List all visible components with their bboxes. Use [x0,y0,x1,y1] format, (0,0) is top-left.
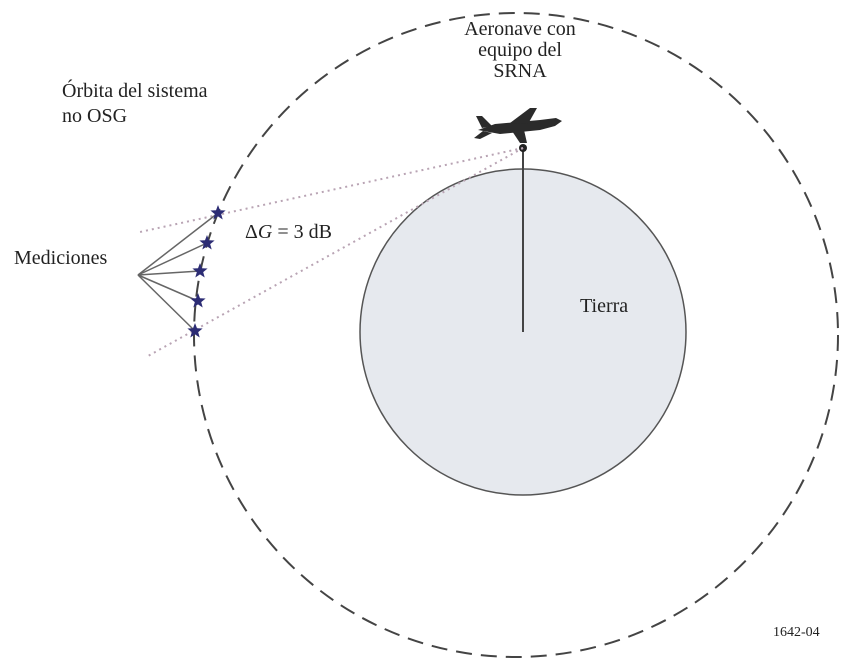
aircraft-label-line: SRNA [493,60,547,82]
measurement-star [192,263,208,278]
orbit-label-line: no OSG [62,105,127,127]
measurement-line [137,270,201,276]
airplane [474,108,562,143]
gain-variable: G [258,221,273,243]
measurement-star [199,235,215,250]
gain-label: ΔG = 3 dB [245,221,332,243]
aircraft-label-line: equipo del [478,39,562,61]
measurement-star [190,293,206,308]
measurements [137,205,226,338]
measurement-line [137,274,196,332]
measurement-line [137,274,199,302]
measurements-label: Mediciones [14,247,108,269]
gain-rest: = 3 dB [272,221,332,243]
orbit-label-line: Órbita del sistema [62,78,208,102]
measurement-line [137,242,208,276]
earth-label: Tierra [580,295,628,317]
measurement-star [187,323,203,338]
aircraft-label-line: Aeronave con [464,18,576,40]
measurement-line [137,212,219,276]
measurement-star [210,205,226,220]
figure-id: 1642-04 [773,625,820,640]
gain-symbol: Δ [245,221,258,243]
